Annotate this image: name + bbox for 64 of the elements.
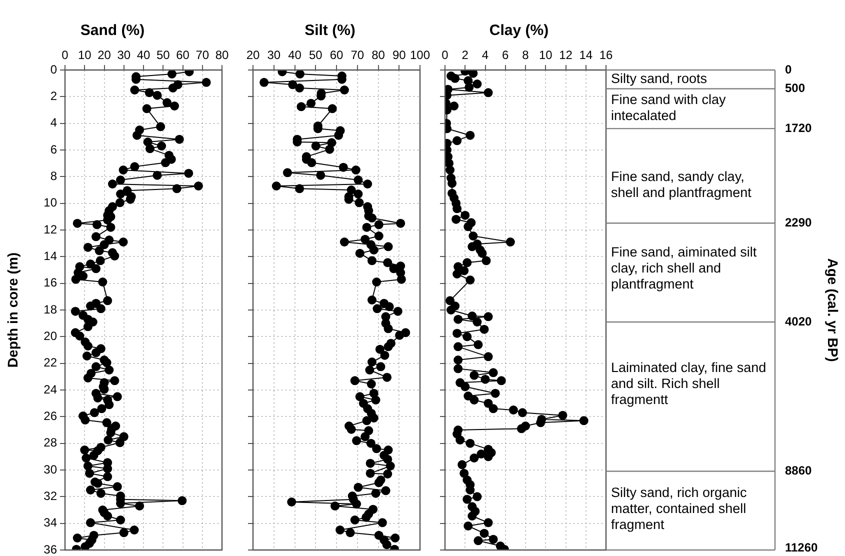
x-tick-label: 2: [462, 48, 469, 62]
y-tick-label: 34: [44, 516, 58, 530]
x-tick-label: 100: [410, 48, 430, 62]
text: 11260: [785, 540, 818, 554]
y-tick-label: 26: [44, 408, 58, 423]
x-tick-label: 10: [78, 48, 92, 62]
x-tick-label: 0: [62, 48, 69, 62]
text: Fine sand with clay intecalated: [611, 92, 726, 124]
y-tick-label: 6: [50, 142, 58, 156]
y-tick-label: 18: [44, 302, 58, 316]
text: Fine sand, aiminated silt clay, rich shell and plantfragment: [611, 244, 757, 292]
text: 4020: [785, 314, 812, 328]
x-tick-label: 60: [176, 48, 190, 62]
y-tick-label: 22: [44, 356, 58, 370]
y-tick-label: 12: [44, 222, 58, 236]
x-tick-label: 8: [522, 48, 530, 62]
y-tick-label: 10: [44, 196, 58, 210]
text: 500: [785, 81, 806, 96]
y-tick-label: 14: [44, 248, 58, 263]
text: Age (cal. yr BP): [825, 258, 842, 362]
y-tick-label: 32: [44, 488, 58, 503]
text: Fine sand, sandy clay, shell and plantfragment: [611, 168, 752, 200]
x-tick-label: 20: [98, 48, 112, 62]
y-tick-label: 28: [44, 436, 58, 450]
x-tick-label: 50: [308, 48, 323, 62]
text: Silty sand, roots: [611, 70, 708, 86]
chart-title: Clay (%): [489, 22, 549, 40]
chart-title: Sand (%): [80, 22, 145, 40]
x-tick-label: 14: [579, 48, 593, 62]
y-tick-label: 16: [44, 276, 58, 290]
x-tick-label: 30: [117, 48, 131, 62]
y-tick-label: 36: [44, 542, 58, 556]
x-tick-label: 70: [196, 48, 210, 62]
y-tick-label: 0: [50, 62, 58, 76]
x-tick-label: 10: [538, 48, 553, 62]
text: Laiminated clay, fine sand and silt. Rich shell fragmentt: [611, 360, 766, 408]
x-tick-label: 12: [559, 48, 573, 62]
text: 1720: [785, 120, 812, 135]
chart-title: Silt (%): [304, 22, 356, 40]
x-tick-label: 6: [502, 48, 510, 62]
text: 2290: [785, 215, 812, 230]
y-tick-label: 30: [44, 462, 58, 476]
x-tick-label: 80: [372, 48, 386, 62]
text: 0: [785, 62, 792, 76]
x-tick-label: 20: [246, 48, 260, 62]
x-tick-label: 4: [482, 48, 489, 62]
x-tick-label: 90: [392, 48, 406, 62]
text: 8860: [785, 464, 812, 478]
x-tick-label: 30: [267, 48, 281, 62]
x-tick-label: 40: [136, 48, 150, 62]
x-tick-label: 16: [599, 48, 613, 62]
x-tick-label: 70: [350, 48, 364, 62]
y-tick-label: 24: [44, 382, 58, 396]
y-axis-title: Depth in core (m): [4, 252, 20, 368]
x-tick-label: 60: [330, 48, 344, 62]
text: Silty sand, rich organic matter, contained shell fragment: [611, 484, 748, 532]
x-tick-label: 0: [442, 48, 449, 62]
y-tick-label: 4: [50, 116, 58, 130]
y-tick-label: 8: [50, 168, 58, 183]
y-tick-label: 20: [44, 328, 58, 343]
x-tick-label: 50: [156, 48, 170, 62]
x-tick-label: 80: [215, 48, 229, 62]
x-tick-label: 40: [288, 48, 302, 62]
y-tick-label: 2: [50, 88, 58, 103]
